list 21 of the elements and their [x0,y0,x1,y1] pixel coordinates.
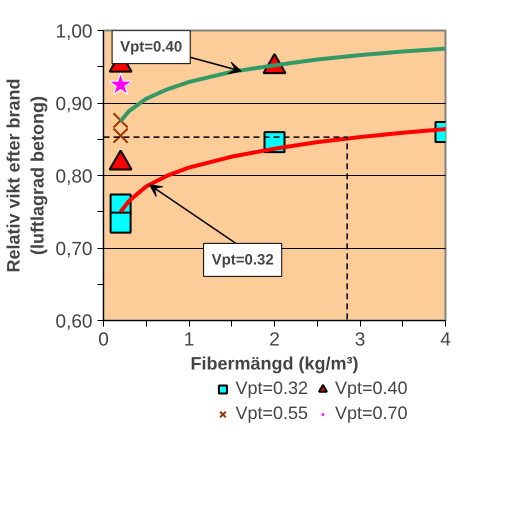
y-tick-label: 0,80 [56,166,93,188]
point [108,72,133,96]
legend-label: Vpt=0.55 [235,403,308,424]
x-tick-label: 3 [354,330,366,350]
y-axis-title: Relativ vikt efter brand (luftlagrad betong) [4,78,48,273]
x-tick-label: 1 [184,330,194,350]
x-tick-label: 4 [440,330,452,350]
y-tick-label: 0,70 [56,239,93,260]
legend-label: Vpt=0.70 [335,403,408,424]
point [112,128,129,144]
annotation: Vpt=0.40 [120,38,182,56]
x-axis-title: Fibermängd (kg/m³) [190,354,359,374]
annotation: Vpt=0.32 [212,251,274,268]
y-tick-label: 1,00 [56,22,93,42]
x-tick-label: 2 [269,330,280,350]
x-tick-label: 0 [98,330,109,350]
y-tick-label: 0,60 [56,312,93,332]
y-tick-label: 0,90 [56,94,93,115]
legend-label: Vpt=0.32 [235,378,308,399]
point [110,212,132,234]
legend-label: Vpt=0.40 [335,378,408,399]
